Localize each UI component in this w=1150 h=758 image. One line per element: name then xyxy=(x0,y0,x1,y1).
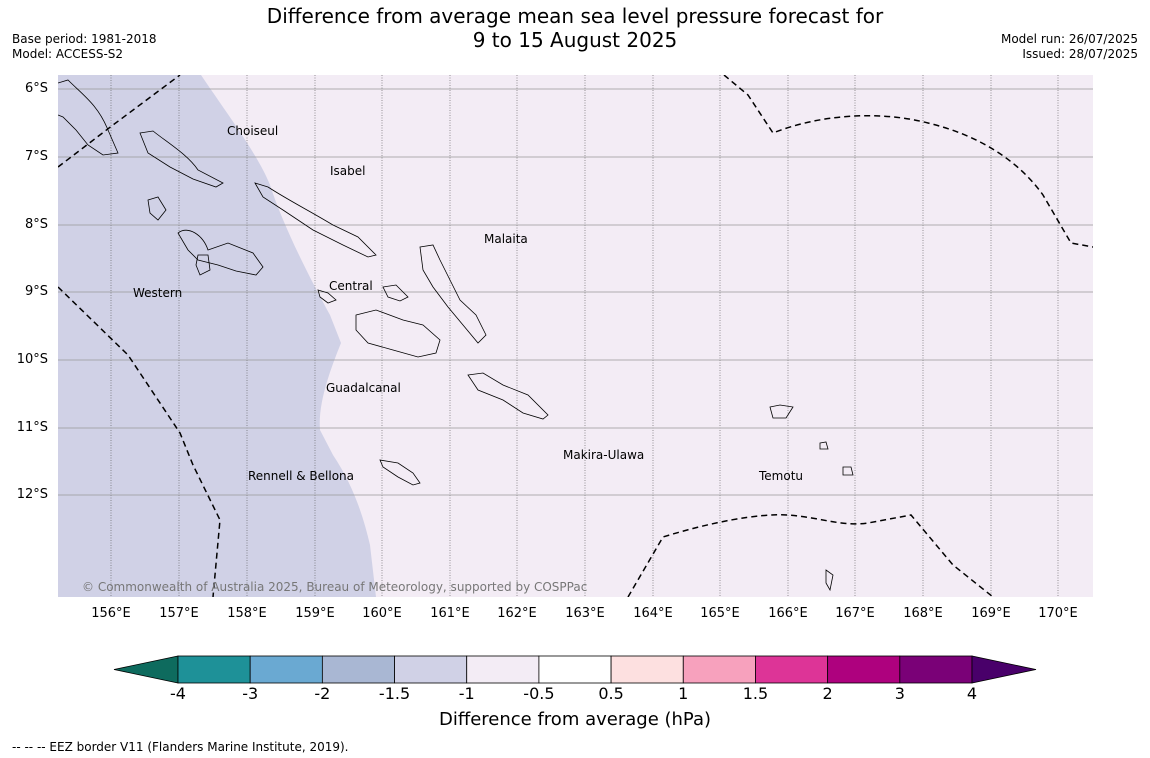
base-period: Base period: 1981-2018 xyxy=(12,32,157,46)
colorbar-bin xyxy=(827,655,901,684)
eez-border-png-west xyxy=(58,286,221,597)
colorbar-tick-label: 1 xyxy=(678,684,689,703)
lon-label-169: 169°E xyxy=(971,606,1011,621)
coastline-rendova xyxy=(195,254,211,276)
colorbar-bin xyxy=(177,655,251,684)
title-line-2: 9 to 15 August 2025 xyxy=(472,28,678,52)
model-name: Model: ACCESS-S2 xyxy=(12,47,124,61)
lon-label-156: 156°E xyxy=(91,606,131,621)
lon-label-166: 166°E xyxy=(768,606,808,621)
coastline-nendo xyxy=(769,404,794,419)
region-label-malaita: Malaita xyxy=(484,232,528,246)
coastline-makira xyxy=(467,372,549,420)
colorbar-tick-label: -1 xyxy=(458,684,475,703)
lat-label-12s: 12°S xyxy=(16,487,48,502)
lon-label-165: 165°E xyxy=(700,606,740,621)
graticule xyxy=(110,75,1059,597)
lat-label-6s: 6°S xyxy=(24,81,48,96)
colorbar-label: Difference from average (hPa) xyxy=(438,709,712,730)
lon-label-170: 170°E xyxy=(1038,606,1078,621)
lat-label-10s: 10°S xyxy=(16,352,48,367)
lon-label-160: 160°E xyxy=(362,606,402,621)
region-label-rennell-bellona: Rennell & Bellona xyxy=(248,469,355,483)
colorbar-tick-label: -2 xyxy=(314,684,331,703)
colorbar-tick-label: 0.5 xyxy=(598,684,624,703)
issued-date: Issued: 28/07/2025 xyxy=(1022,47,1138,61)
region-label-choiseul: Choiseul xyxy=(227,124,279,138)
eez-border-png-north xyxy=(58,75,181,168)
colorbar-tick-label: -0.5 xyxy=(523,684,555,703)
coastline-new-georgia xyxy=(177,229,264,276)
colorbar-bin xyxy=(394,655,468,684)
region-label-isabel: Isabel xyxy=(330,164,366,178)
lon-label-167: 167°E xyxy=(835,606,875,621)
region-label-guadalcanal: Guadalcanal xyxy=(326,381,401,395)
colorbar-bin xyxy=(610,655,684,684)
coastline-savo xyxy=(317,289,337,304)
negative-anomaly-band xyxy=(58,75,376,597)
coastline-vanuatu-north xyxy=(825,569,834,592)
eez-border-vanuatu-north xyxy=(723,75,1093,248)
colorbar xyxy=(113,655,1037,684)
region-label-temotu: Temotu xyxy=(759,469,804,483)
copyright-notice: © Commonwealth of Australia 2025, Bureau… xyxy=(82,580,588,594)
colorbar-tick-label: -4 xyxy=(170,684,186,703)
lat-label-7s: 7°S xyxy=(24,149,48,164)
meta-left: Base period: 1981-2018 Model: ACCESS-S2 xyxy=(12,32,157,62)
meta-right: Model run: 26/07/2025 Issued: 28/07/2025 xyxy=(1001,32,1138,62)
coastline-isabel xyxy=(254,182,377,258)
coastlines xyxy=(58,79,854,592)
lon-label-168: 168°E xyxy=(903,606,943,621)
map-panel xyxy=(58,75,1093,597)
colorbar-tick-label: -1.5 xyxy=(378,684,411,703)
region-label-western: Western xyxy=(133,286,183,300)
colorbar-tick-label: 1.5 xyxy=(742,684,769,703)
eez-legend-note: -- -- -- EEZ border V11 (Flanders Marine… xyxy=(12,740,349,754)
lat-label-8s: 8°S xyxy=(24,217,48,232)
lat-label-11s: 11°S xyxy=(16,420,48,435)
colorbar-bin xyxy=(755,655,829,684)
colorbar-over-triangle xyxy=(971,655,1037,684)
coastline-tikopia xyxy=(842,466,854,476)
colorbar-tick-label: 4 xyxy=(966,684,978,703)
coastline-rennell xyxy=(379,459,421,486)
parallels xyxy=(58,88,1093,496)
lon-label-157: 157°E xyxy=(159,606,199,621)
lon-label-163: 163°E xyxy=(565,606,605,621)
region-label-makira-ulawa: Makira-Ulawa xyxy=(563,448,645,462)
lon-label-164: 164°E xyxy=(633,606,673,621)
colorbar-tick-label: -3 xyxy=(242,684,259,703)
colorbar-bins xyxy=(177,655,973,684)
colorbar-bin xyxy=(899,655,973,684)
colorbar-tick-label: 3 xyxy=(894,684,905,703)
colorbar-under-triangle xyxy=(113,655,179,684)
colorbar-tick-label: 2 xyxy=(822,684,833,703)
coastline-malaita xyxy=(419,244,487,344)
coastline-bougainville xyxy=(58,79,119,156)
coastline-guadalcanal xyxy=(355,309,441,358)
model-run: Model run: 26/07/2025 xyxy=(1000,32,1138,46)
map-title: Difference from average mean sea level p… xyxy=(0,4,1150,52)
lat-label-9s: 9°S xyxy=(24,284,48,299)
region-label-central: Central xyxy=(329,279,373,293)
lon-label-161: 161°E xyxy=(430,606,470,621)
lon-label-162: 162°E xyxy=(497,606,537,621)
eez-borders xyxy=(58,75,1093,597)
colorbar-bin xyxy=(249,655,323,684)
colorbar-bin xyxy=(682,655,756,684)
colorbar-bin xyxy=(538,655,612,684)
eez-border-vanuatu-south xyxy=(627,513,994,597)
colorbar-bin xyxy=(466,655,540,684)
coastline-florida-islands xyxy=(382,284,409,302)
colorbar-bin xyxy=(321,655,395,684)
lon-label-159: 159°E xyxy=(295,606,335,621)
coastline-choiseul xyxy=(139,130,224,188)
coastline-anuta xyxy=(819,441,829,450)
coastline-vella-lavella xyxy=(147,196,167,221)
lon-label-158: 158°E xyxy=(227,606,267,621)
title-line-1: Difference from average mean sea level p… xyxy=(266,4,884,28)
